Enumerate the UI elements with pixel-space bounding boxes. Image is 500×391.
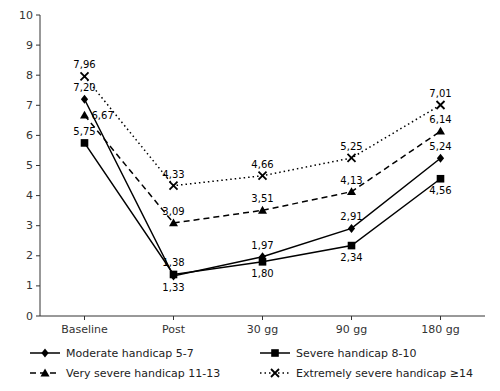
x-tick-label: 90 gg — [336, 323, 367, 336]
legend-marker — [41, 369, 50, 377]
point-marker — [81, 139, 89, 147]
data-label: 5,25 — [340, 141, 362, 152]
point-marker — [348, 242, 356, 250]
chart: 0 1 2 3 4 5 6 7 8 9 10 Baseline Post 30 gg 90 gg 180 gg… — [0, 0, 500, 391]
point-marker — [259, 172, 267, 180]
y-tick — [36, 165, 40, 166]
x-tick — [173, 316, 174, 320]
point-marker — [81, 95, 88, 104]
y-tick — [36, 195, 40, 196]
x-tick — [262, 316, 263, 320]
data-label: 5,75 — [73, 126, 95, 137]
point-marker — [348, 224, 355, 233]
x-tick — [440, 316, 441, 320]
data-label: 1,97 — [251, 240, 273, 251]
point-marker — [170, 271, 177, 280]
point-marker — [437, 154, 444, 163]
series-line — [85, 76, 441, 185]
legend-label: Very severe handicap 11-13 — [66, 367, 220, 380]
y-tick — [36, 135, 40, 136]
y-tick — [36, 285, 40, 286]
y-tick-label: 10 — [19, 9, 33, 22]
point-marker — [169, 218, 178, 226]
point-marker — [436, 127, 445, 135]
y-tick-label: 9 — [26, 39, 33, 52]
data-label: 3,09 — [162, 206, 184, 217]
point-marker — [170, 271, 178, 279]
y-tick-label: 5 — [26, 159, 33, 172]
y-tick-label: 3 — [26, 219, 33, 232]
data-label: 6,14 — [429, 114, 451, 125]
point-marker — [81, 72, 89, 80]
point-marker — [258, 206, 267, 214]
data-label: 2,34 — [340, 252, 362, 263]
x-tick-label: Post — [162, 323, 186, 336]
y-tick — [36, 105, 40, 106]
data-label: 1,38 — [162, 257, 184, 268]
y-tick-label: 4 — [26, 189, 33, 202]
legend-marker — [271, 349, 279, 357]
data-label: 7,96 — [73, 59, 95, 70]
y-tick — [36, 316, 40, 317]
plot-area — [80, 72, 445, 280]
y-tick-label: 0 — [26, 310, 33, 323]
x-tick-label: 30 gg — [247, 323, 278, 336]
y-tick — [36, 75, 40, 76]
y-tick-label: 6 — [26, 129, 33, 142]
data-labels: 7,20 5,75 6,67 7,96 1,33 1,38 3,09 4,33 1,97 1,80… — [73, 59, 451, 293]
y-tick — [36, 255, 40, 256]
data-label: 2,91 — [340, 211, 362, 222]
series-line — [85, 115, 441, 223]
axes: 0 1 2 3 4 5 6 7 8 9 10 Baseline Post 30 gg 90 gg 180 gg — [19, 9, 485, 337]
legend-marker — [271, 369, 279, 377]
legend-label: Moderate handicap 5-7 — [66, 347, 194, 360]
data-label: 4,13 — [340, 175, 362, 186]
data-label: 7,20 — [73, 82, 95, 93]
legend: Moderate handicap 5-7 Severe handicap 8-1… — [30, 347, 473, 380]
y-tick-label: 7 — [26, 99, 33, 112]
point-marker — [437, 101, 445, 109]
data-label: 3,51 — [251, 193, 273, 204]
legend-marker — [41, 349, 48, 358]
point-marker — [259, 258, 267, 266]
data-label: 1,33 — [162, 282, 184, 293]
legend-label: Severe handicap 8-10 — [296, 347, 417, 360]
y-tick — [36, 45, 40, 46]
data-label: 1,80 — [251, 268, 273, 279]
x-tick — [351, 316, 352, 320]
y-tick-label: 8 — [26, 69, 33, 82]
y-tick — [36, 15, 40, 16]
y-tick-label: 1 — [26, 279, 33, 292]
data-label: 4,56 — [429, 185, 451, 196]
y-tick-label: 2 — [26, 249, 33, 262]
point-marker — [170, 182, 178, 190]
data-label: 5,24 — [429, 141, 451, 152]
data-label: 7,01 — [429, 88, 451, 99]
x-tick — [84, 316, 85, 320]
legend-label: Extremely severe handicap ≥14 — [296, 367, 473, 380]
point-marker — [437, 175, 445, 183]
point-marker — [80, 111, 89, 119]
series-line — [85, 143, 441, 275]
data-label: 4,33 — [162, 169, 184, 180]
x-tick-label: 180 gg — [421, 323, 459, 336]
data-label: 6,67 — [92, 110, 114, 121]
series-line — [85, 99, 441, 276]
y-tick — [36, 225, 40, 226]
point-marker — [348, 154, 356, 162]
data-label: 4,66 — [251, 159, 273, 170]
x-tick-label: Baseline — [61, 323, 108, 336]
point-marker — [347, 187, 356, 195]
